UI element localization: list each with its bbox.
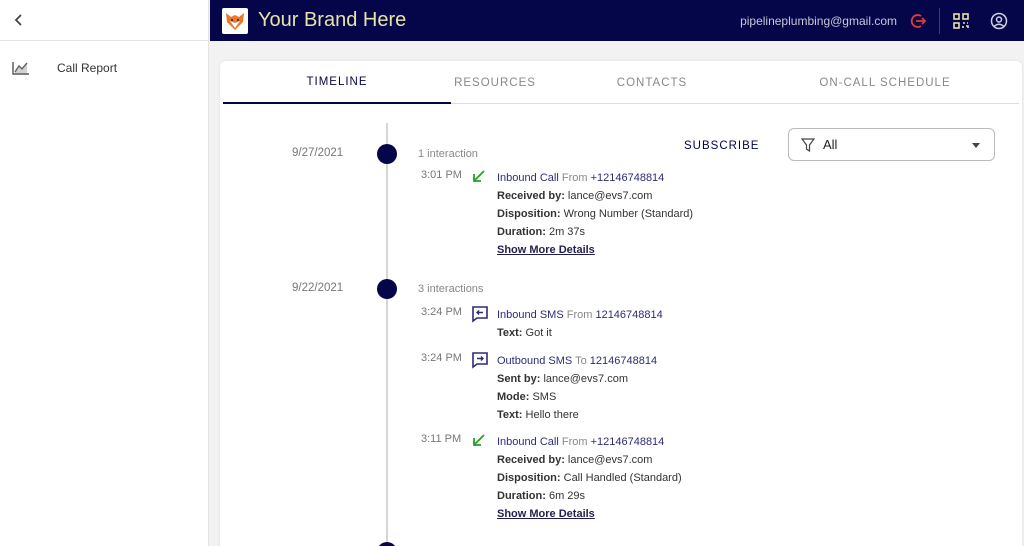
filter-select[interactable]: All xyxy=(788,128,995,161)
event-direction: From xyxy=(566,309,593,321)
apps-grid-icon[interactable] xyxy=(950,10,972,32)
logout-icon[interactable] xyxy=(907,10,929,32)
timeline-card: TIMELINE RESOURCES CONTACTS ON-CALL SCHE… xyxy=(220,61,1022,546)
event-number: 12146748814 xyxy=(589,355,658,367)
event-direction: To xyxy=(575,355,587,367)
filter-value: All xyxy=(823,137,838,152)
tab-on-call-schedule[interactable]: ON-CALL SCHEDULE xyxy=(819,76,951,89)
event-direction: From xyxy=(561,436,588,448)
event-detail: Received by: lance@evs7.com xyxy=(497,190,653,202)
sidebar-header xyxy=(0,0,208,41)
sidebar: Call Report xyxy=(0,0,209,546)
timeline-line xyxy=(386,123,388,546)
collapse-chevron-left-icon[interactable] xyxy=(14,13,24,27)
event-title: Inbound Call From +12146748814 xyxy=(497,433,682,451)
top-bar: Your Brand Here pipelineplumbing@gmail.c… xyxy=(210,0,1024,41)
group-date: 9/27/2021 xyxy=(292,147,344,159)
show-more-details-link[interactable]: Show More Details xyxy=(497,244,595,256)
dropdown-caret-icon xyxy=(972,143,980,148)
event-detail: Duration: 6m 29s xyxy=(497,490,586,502)
tab-resources[interactable]: RESOURCES xyxy=(454,76,536,89)
event-number: +12146748814 xyxy=(590,172,665,184)
event-time: 3:24 PM xyxy=(421,306,462,318)
event-title: Inbound SMS From 12146748814 xyxy=(497,306,663,324)
event-body: Inbound Call From +12146748814 Received … xyxy=(497,433,682,523)
event-detail: Received by: lance@evs7.com xyxy=(497,454,653,466)
event-number: +12146748814 xyxy=(590,436,665,448)
tab-timeline[interactable]: TIMELINE xyxy=(223,61,451,104)
subscribe-button[interactable]: SUBSCRIBE xyxy=(684,140,760,152)
group-date: 9/22/2021 xyxy=(292,282,344,294)
brand-name: Your Brand Here xyxy=(258,9,407,31)
event-body: Inbound SMS From 12146748814 Text: Got i… xyxy=(497,306,663,342)
brand-logo xyxy=(222,7,248,34)
event-detail: Mode: SMS xyxy=(497,391,557,403)
chart-line-icon xyxy=(12,61,30,75)
funnel-icon xyxy=(801,137,815,152)
header-divider xyxy=(939,7,940,34)
event-detail: Disposition: Wrong Number (Standard) xyxy=(497,208,694,220)
event-body: Inbound Call From +12146748814 Received … xyxy=(497,169,693,259)
event-title: Inbound Call From +12146748814 xyxy=(497,169,693,187)
event-type: Outbound SMS xyxy=(497,355,573,367)
account-circle-icon[interactable] xyxy=(988,10,1010,32)
inbound-call-arrow-icon xyxy=(471,168,487,189)
event-detail: Text: Hello there xyxy=(497,409,579,421)
event-time: 3:24 PM xyxy=(421,352,462,364)
tab-bar: TIMELINE RESOURCES CONTACTS ON-CALL SCHE… xyxy=(223,61,1019,104)
event-time: 3:11 PM xyxy=(421,433,462,445)
event-type: Inbound Call xyxy=(497,436,559,448)
event-detail: Duration: 2m 37s xyxy=(497,226,586,238)
timeline-dot xyxy=(377,279,397,299)
event-title: Outbound SMS To 12146748814 xyxy=(497,352,657,370)
event-detail: Text: Got it xyxy=(497,327,552,339)
interaction-count: 3 interactions xyxy=(418,283,484,295)
event-body: Outbound SMS To 12146748814 Sent by: lan… xyxy=(497,352,657,424)
sidebar-item-label: Call Report xyxy=(57,61,118,75)
show-more-details-link[interactable]: Show More Details xyxy=(497,508,595,520)
event-number: 12146748814 xyxy=(595,309,663,321)
event-time: 3:01 PM xyxy=(421,169,462,181)
event-type: Inbound SMS xyxy=(497,309,564,321)
event-direction: From xyxy=(561,172,588,184)
timeline-dot xyxy=(377,542,397,546)
sidebar-item-call-report[interactable]: Call Report xyxy=(0,54,208,82)
tab-contacts[interactable]: CONTACTS xyxy=(616,76,688,89)
inbound-sms-icon xyxy=(471,305,489,328)
timeline-dot xyxy=(377,144,397,164)
event-detail: Sent by: lance@evs7.com xyxy=(497,373,628,385)
inbound-call-arrow-icon xyxy=(471,432,487,453)
user-email: pipelineplumbing@gmail.com xyxy=(740,13,897,28)
event-type: Inbound Call xyxy=(497,172,559,184)
event-detail: Disposition: Call Handled (Standard) xyxy=(497,472,682,484)
outbound-sms-icon xyxy=(471,351,489,374)
interaction-count: 1 interaction xyxy=(418,148,478,160)
